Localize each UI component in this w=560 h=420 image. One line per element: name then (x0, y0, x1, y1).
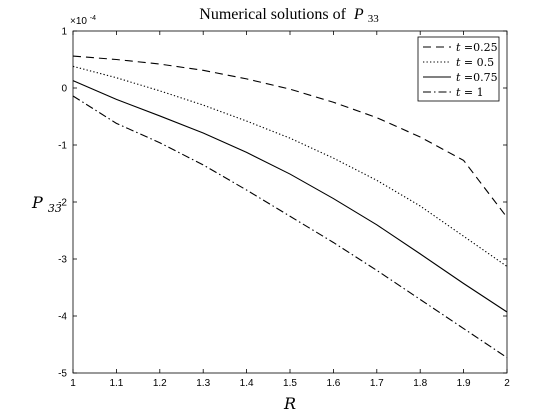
y-tick-label: 0 (61, 84, 67, 95)
y-multiplier: ×10 -4 (70, 15, 96, 27)
legend-label-value: 0.75 (473, 71, 498, 84)
y-multiplier-exp: -4 (90, 15, 96, 22)
legend-label: t = 0.5 (456, 56, 494, 69)
legend-label-prefix: t = (456, 71, 473, 84)
legend-label-prefix: t = (456, 56, 473, 69)
legend-label-prefix: t = (456, 41, 473, 54)
y-tick-label: -1 (58, 141, 67, 152)
legend-label-prefix: t = (456, 86, 473, 99)
x-tick-label: 1.3 (196, 378, 210, 389)
chart-title-math-sub: 33 (368, 13, 380, 25)
legend-label-value: 0.5 (473, 56, 494, 69)
y-tick-label: -4 (58, 312, 67, 323)
x-tick-label: 1.5 (283, 378, 297, 389)
series-line-dashdot (73, 96, 507, 358)
x-tick-label: 1.4 (240, 378, 254, 389)
legend-label-value: 1 (473, 86, 484, 99)
chart-title-math: P (353, 6, 364, 23)
series-line-solid (73, 81, 507, 312)
x-tick-label: 1.7 (370, 378, 384, 389)
x-tick-label: 1 (70, 378, 76, 389)
x-tick-label: 1.1 (109, 378, 123, 389)
y-axis-label: P 33 (31, 193, 62, 215)
y-tick-label: -5 (58, 369, 67, 380)
y-axis-label-sub: 33 (48, 202, 62, 215)
x-tick-label: 1.9 (457, 378, 471, 389)
x-tick-label: 1.8 (413, 378, 427, 389)
legend: t =0.25t = 0.5t =0.75t = 1 (418, 37, 499, 101)
legend-label: t = 1 (456, 86, 484, 99)
legend-label: t =0.75 (456, 71, 498, 84)
y-multiplier-base: ×10 (70, 16, 87, 27)
x-axis-label: R (283, 394, 296, 413)
chart-title-text: Numerical solutions of (199, 6, 346, 23)
y-tick-label: 1 (61, 27, 67, 38)
legend-label-value: 0.25 (473, 41, 498, 54)
y-tick-label: -3 (58, 255, 67, 266)
x-tick-label: 2 (504, 378, 510, 389)
legend-label: t =0.25 (456, 41, 498, 54)
chart-title: Numerical solutions of P 33 (199, 6, 379, 25)
x-tick-label: 1.6 (326, 378, 340, 389)
x-tick-label: 1.2 (153, 378, 167, 389)
y-axis-label-main: P (31, 193, 43, 212)
